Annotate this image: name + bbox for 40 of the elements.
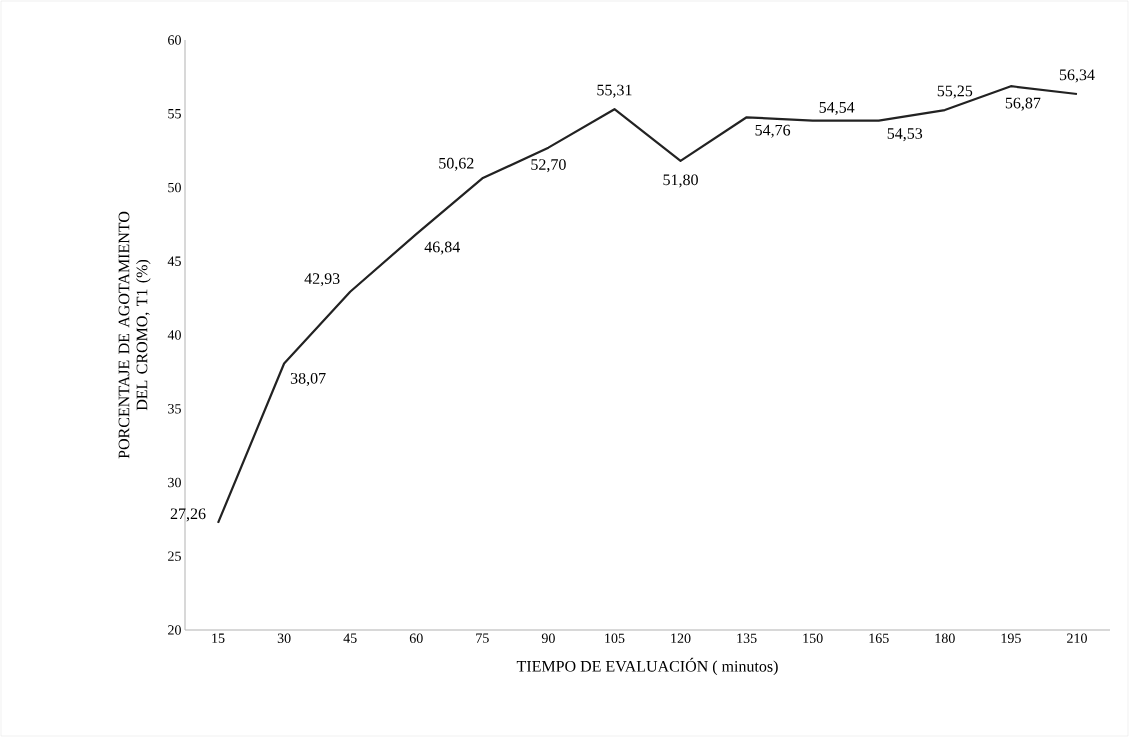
x-tick-label: 30	[277, 633, 291, 643]
y-tick-label: 50	[168, 182, 181, 193]
y-axis-title: PORCENTAJE DE AGOTAMIENTO DEL CROMO, T1 (%)	[118, 211, 151, 459]
data-label: 42,93	[304, 273, 340, 287]
x-tick-label: 120	[671, 633, 691, 643]
data-label: 52,70	[531, 159, 566, 173]
data-label: 38,07	[290, 372, 326, 387]
x-tick-label: 135	[737, 633, 757, 643]
x-tick-label: 75	[476, 633, 489, 643]
y-tick-label: 20	[168, 625, 181, 635]
data-label: 56,34	[1059, 69, 1095, 83]
y-tick-label: 40	[167, 330, 181, 340]
data-label: 27,26	[170, 508, 206, 522]
x-tick-label: 150	[803, 633, 823, 643]
data-label: 54,54	[819, 102, 855, 116]
x-tick-label: 15	[212, 633, 225, 643]
x-axis-title: TIEMPO DE EVALUACIÓN ( minutos)	[516, 657, 778, 675]
x-tick-label: 210	[1067, 633, 1087, 643]
x-tick-label: 180	[935, 633, 955, 643]
x-tick-label: 105	[605, 633, 625, 643]
y-tick-label: 45	[167, 256, 181, 266]
data-label: 56,87	[1005, 97, 1041, 111]
x-tick-label: 195	[1001, 633, 1021, 643]
data-label: 51,80	[663, 174, 698, 188]
line-series	[216, 85, 1079, 525]
data-label: 54,76	[755, 124, 791, 138]
x-tick-label: 60	[409, 633, 423, 643]
x-tick-label: 165	[869, 633, 889, 643]
data-label: 55,25	[937, 85, 973, 99]
y-tick-label: 55	[168, 109, 181, 119]
data-label: 46,84	[424, 241, 460, 255]
y-tick-label: 35	[168, 404, 181, 414]
y-tick-label: 25	[168, 551, 181, 561]
y-tick-label: 60	[168, 35, 181, 45]
data-label: 54,53	[887, 128, 923, 142]
data-label: 55,31	[597, 84, 632, 98]
y-tick-label: 30	[168, 477, 181, 488]
data-label: 50,62	[439, 157, 474, 171]
x-tick-label: 90	[541, 633, 555, 643]
x-tick-label: 45	[343, 633, 357, 643]
